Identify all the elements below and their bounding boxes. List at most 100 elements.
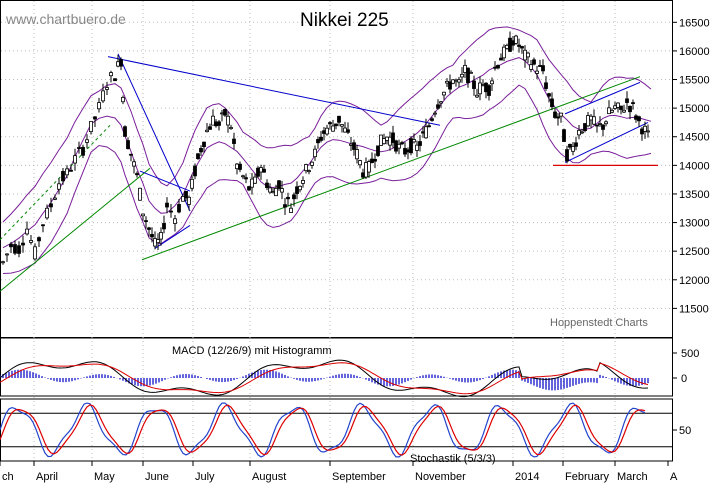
- candle-body: [283, 204, 287, 208]
- candle-body: [141, 213, 145, 217]
- credit-label: Hoppenstedt Charts: [550, 317, 648, 329]
- candle-body: [436, 104, 440, 109]
- candle-body: [388, 136, 392, 146]
- candle-body: [412, 139, 416, 143]
- candle-body: [604, 121, 608, 125]
- candle-body: [415, 144, 419, 151]
- candle-body: [484, 82, 488, 93]
- candle-body: [328, 122, 332, 125]
- candle-body: [247, 186, 251, 191]
- candle-body: [132, 161, 136, 167]
- candle-body: [433, 112, 437, 115]
- candle-body: [21, 242, 25, 246]
- candle-body: [487, 85, 491, 96]
- x-tick-label: ch: [2, 471, 14, 483]
- candle-body: [121, 97, 125, 103]
- axis-labels: 11500 12000 12500 13000 13500 14000 14500 15000…: [0, 17, 710, 483]
- candle-body: [517, 44, 521, 47]
- x-tick-label: February: [565, 471, 610, 483]
- candle-body: [173, 218, 177, 224]
- spring-uptrend-line: [0, 167, 151, 292]
- candle-body: [77, 147, 81, 149]
- candle-body: [238, 163, 242, 170]
- candle-body: [304, 164, 308, 172]
- channel-upper-line: [564, 81, 641, 115]
- candle-body: [565, 149, 569, 162]
- candle-body: [153, 238, 157, 247]
- candle-body: [613, 105, 617, 109]
- candle-body: [394, 140, 398, 152]
- candle-body: [619, 105, 623, 110]
- candle-body: [469, 71, 473, 74]
- candle-body: [123, 126, 127, 137]
- candle-body: [406, 149, 410, 153]
- candle-body: [397, 143, 401, 149]
- candle-body: [532, 59, 536, 65]
- candle-body: [589, 115, 593, 121]
- candle-body: [343, 127, 347, 133]
- candle-body: [310, 161, 314, 166]
- candle-body: [496, 65, 500, 69]
- candle-body: [116, 61, 120, 67]
- candle-body: [25, 228, 29, 235]
- candle-body: [349, 143, 353, 146]
- stoch-y-label: 50: [679, 425, 691, 437]
- candle-body: [193, 165, 197, 177]
- candle-body: [69, 169, 73, 172]
- candle-body: [442, 91, 446, 96]
- bollinger-upper: [2, 26, 652, 223]
- y-tick-label: 13500: [679, 189, 710, 201]
- candle-body: [538, 65, 542, 67]
- candle-body: [81, 146, 85, 156]
- candle-body: [472, 80, 476, 89]
- candle-body: [556, 116, 560, 119]
- candle-body: [562, 129, 566, 142]
- candle-body: [514, 35, 518, 44]
- channel-lower-line: [564, 121, 649, 163]
- macd-y-label: 500: [681, 348, 699, 360]
- macd-signal-line: [0, 362, 649, 395]
- candle-body: [202, 141, 206, 148]
- candle-body: [451, 79, 455, 84]
- candle-body: [73, 155, 77, 164]
- grid-layer: [1, 1, 672, 461]
- x-tick-label: 2014: [515, 471, 539, 483]
- candle-body: [382, 138, 386, 145]
- candle-body: [214, 121, 218, 127]
- chart-title: Nikkei 225: [300, 10, 389, 31]
- candle-body: [511, 40, 515, 46]
- candle-body: [268, 187, 272, 193]
- candle-body: [271, 191, 275, 194]
- candle-body: [298, 185, 302, 191]
- candle-body: [93, 116, 97, 120]
- candle-body: [97, 102, 101, 110]
- bollinger-middle: [2, 57, 652, 249]
- candle-body: [439, 101, 443, 104]
- candle-body: [634, 115, 638, 120]
- candle-body: [184, 191, 188, 199]
- macd-indicator: [0, 359, 649, 398]
- candle-body: [33, 246, 37, 260]
- candle-body: [373, 158, 377, 162]
- x-tick-label: A: [670, 471, 678, 483]
- candle-body: [253, 176, 257, 184]
- candle-body: [550, 98, 554, 108]
- candle-body: [208, 126, 212, 130]
- candle-body: [85, 139, 89, 143]
- candle-body: [286, 196, 290, 200]
- candle-body: [622, 109, 626, 113]
- trend-lines: [0, 53, 658, 292]
- x-tick-label: May: [94, 471, 115, 483]
- candle-body: [265, 182, 269, 189]
- candle-body: [367, 161, 371, 173]
- macd-title: MACD (12/26/9) mit Histogramm: [172, 345, 332, 357]
- candle-body: [129, 153, 133, 156]
- candle-body: [17, 245, 21, 254]
- candle-body: [256, 167, 260, 177]
- stoch-title: Stochastik (5/3/3): [410, 453, 496, 465]
- candle-body: [5, 253, 9, 256]
- candle-body: [493, 66, 497, 69]
- stochastic-indicator: [0, 402, 672, 458]
- candle-body: [307, 170, 311, 173]
